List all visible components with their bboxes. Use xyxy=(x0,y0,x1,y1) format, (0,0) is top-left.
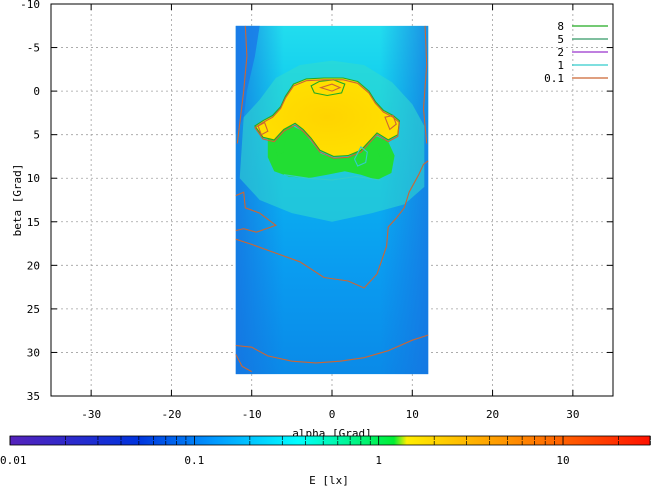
contour-0.1-left-top xyxy=(236,25,248,144)
contour-0.1-corner xyxy=(235,353,252,373)
x-tick-label: 30 xyxy=(566,408,579,421)
y-tick-label: 5 xyxy=(33,129,40,142)
x-tick-label: -10 xyxy=(242,408,262,421)
colorbar-tick-label: 0.01 xyxy=(0,454,27,467)
green-region xyxy=(267,124,395,180)
contour-1-right xyxy=(354,146,368,167)
x-tick-label: -20 xyxy=(161,408,181,421)
legend-label: 2 xyxy=(557,46,564,59)
colorbar-label: E [lx] xyxy=(309,474,349,486)
contour-8-peak xyxy=(310,79,346,97)
x-tick-label: 20 xyxy=(486,408,499,421)
legend-label: 5 xyxy=(557,33,564,46)
contour-left-nub xyxy=(257,121,269,136)
y-tick-label: 15 xyxy=(27,216,40,229)
contour-lines xyxy=(235,25,429,373)
contour-0.1-bottom xyxy=(235,334,429,364)
legend-label: 1 xyxy=(557,59,564,72)
contour-0.1-lower xyxy=(235,160,429,289)
x-tick-label: 10 xyxy=(406,408,419,421)
x-tick-label: -30 xyxy=(81,408,101,421)
y-tick-label: 10 xyxy=(27,172,40,185)
y-tick-label: 0 xyxy=(33,85,40,98)
y-tick-label: 35 xyxy=(27,390,40,403)
contour-0.1-right-top xyxy=(422,25,428,144)
colorbar-tick-label: 1 xyxy=(375,454,382,467)
green-blob-right xyxy=(377,141,390,160)
y-tick-label: -10 xyxy=(20,0,40,11)
x-tick-labels: -30 -20 -10 0 10 20 30 xyxy=(81,408,579,421)
x-tick-label: 0 xyxy=(329,408,336,421)
contour-1-lower xyxy=(283,174,381,181)
y-tick-labels: -10 -5 0 5 10 15 20 25 30 35 xyxy=(20,0,40,403)
y-tick-label: 30 xyxy=(27,346,40,359)
contour-yellow-edge xyxy=(254,79,400,159)
y-axis-label: beta [Grad] xyxy=(11,164,24,237)
contour-peak-inner xyxy=(318,83,342,92)
green-blob-left xyxy=(274,138,286,156)
colorbar-tick-label: 0.1 xyxy=(184,454,204,467)
y-tick-label: 20 xyxy=(27,259,40,272)
colorbar-gradient xyxy=(9,435,651,446)
contour-0.1-left xyxy=(235,191,277,233)
colorbar-tick-label: 10 xyxy=(556,454,569,467)
legend-label: 0.1 xyxy=(544,72,564,85)
legend-label: 8 xyxy=(557,20,564,33)
y-tick-label: 25 xyxy=(27,303,40,316)
yellow-region xyxy=(254,78,400,157)
colorbar: 0.01 0.1 1 10 xyxy=(0,435,651,467)
y-tick-label: -5 xyxy=(27,42,40,55)
